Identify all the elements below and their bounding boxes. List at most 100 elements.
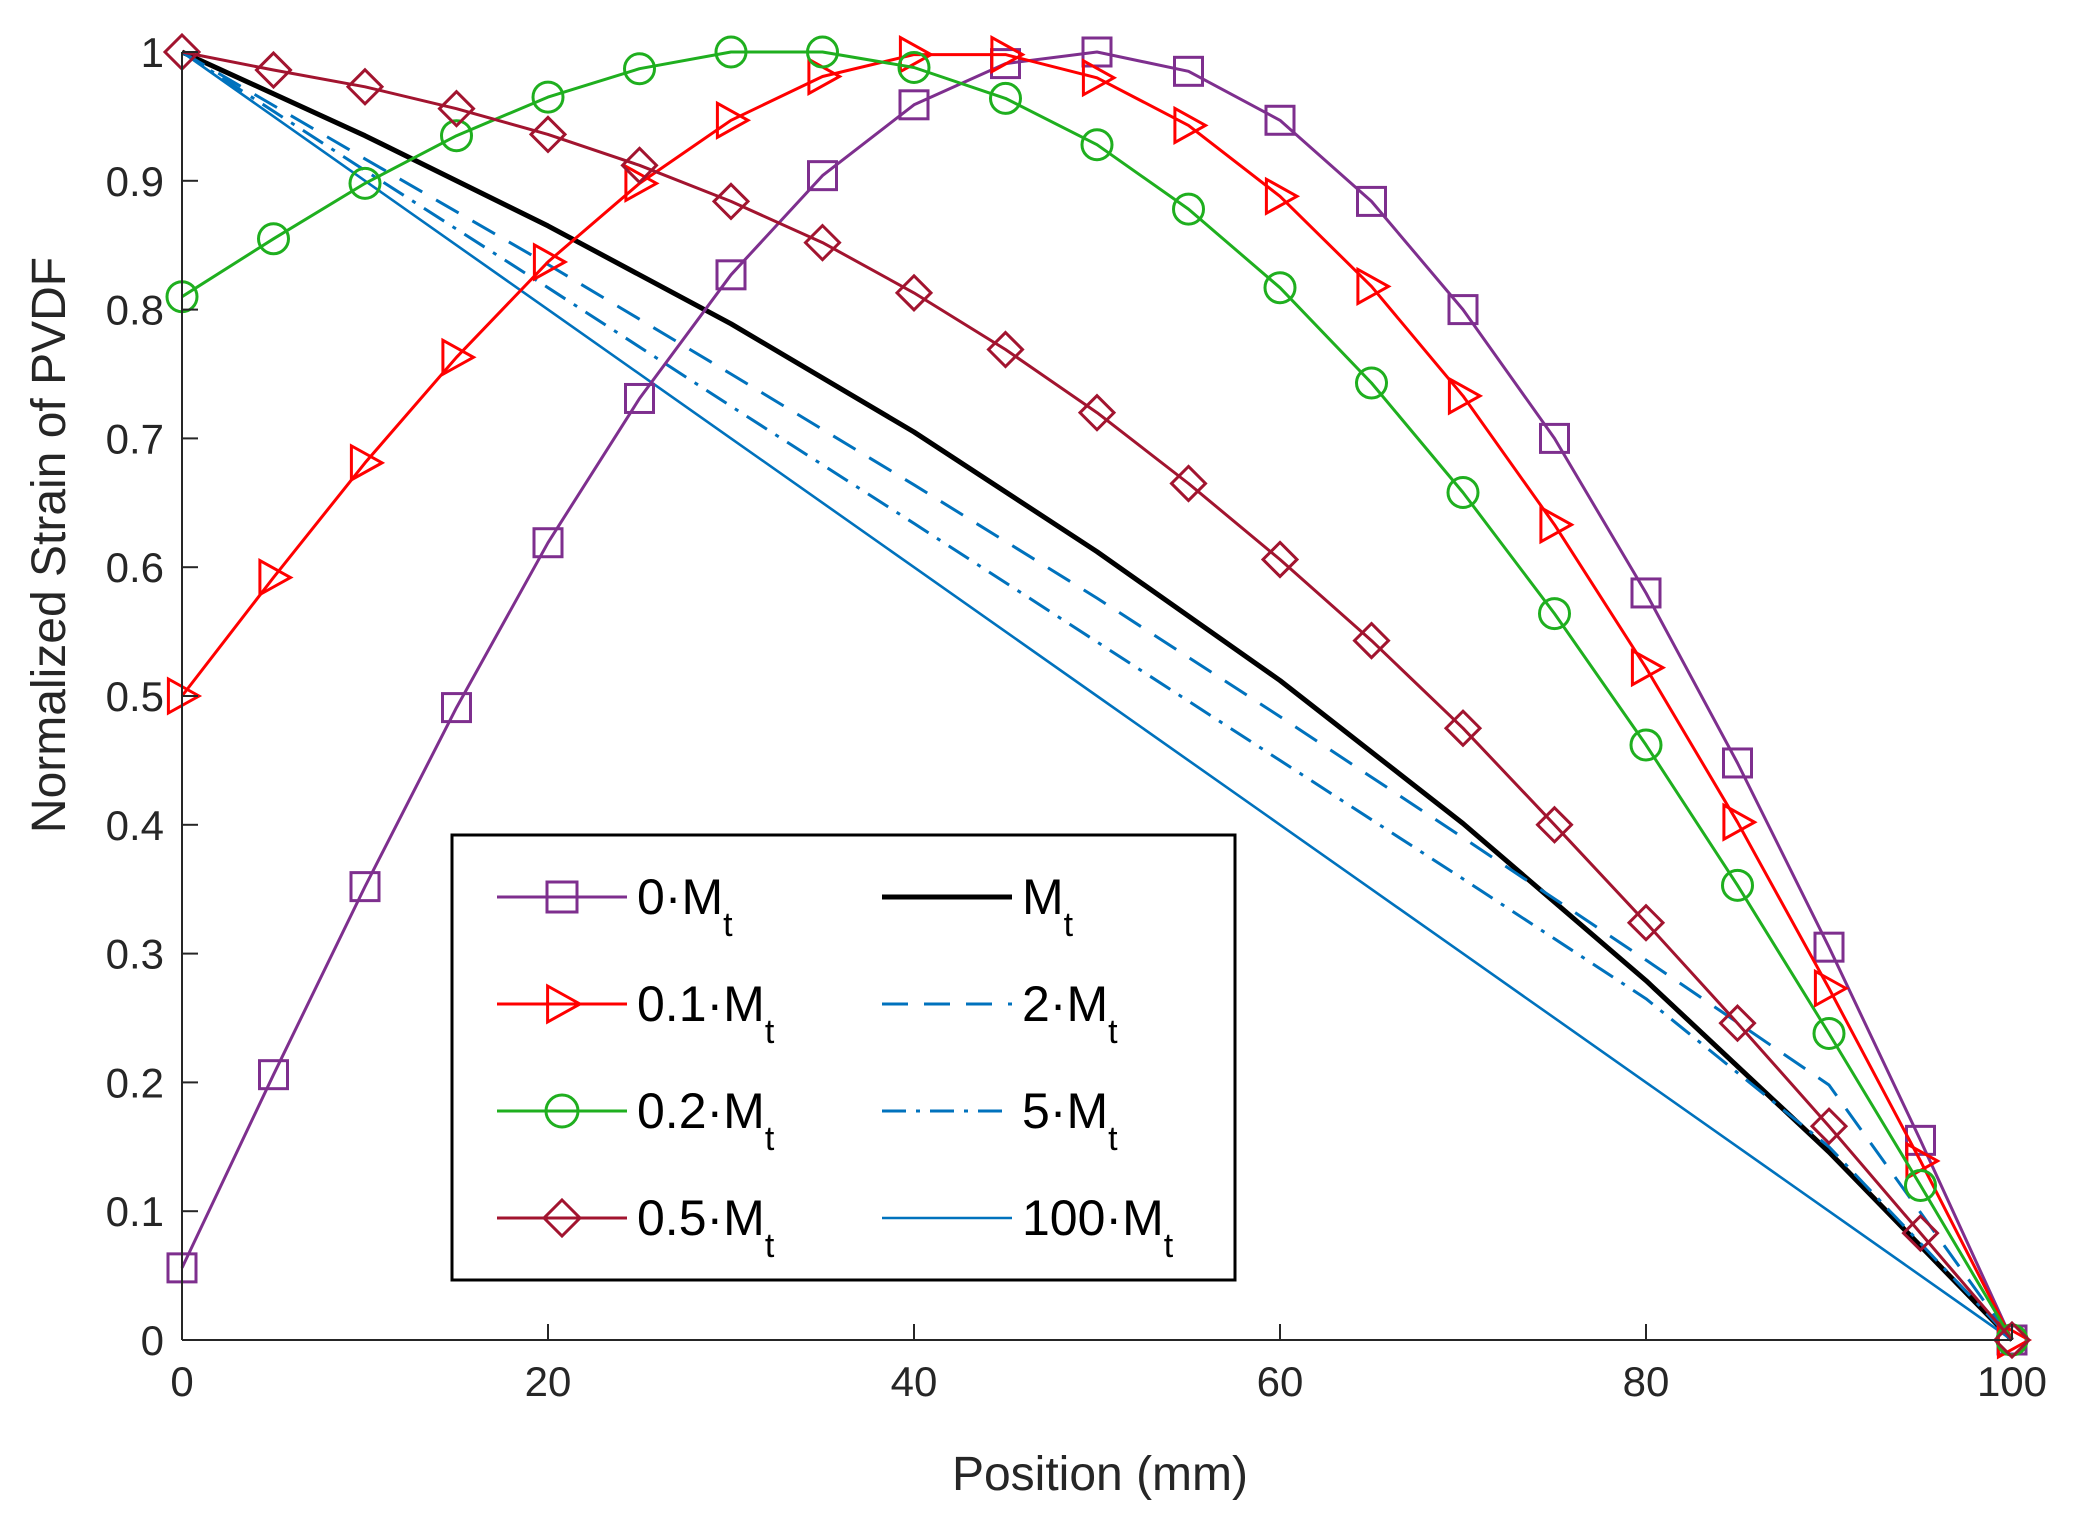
circle-marker [1538,597,1571,631]
triangle-marker [990,35,1026,75]
legend-label-subscript: t [1064,906,1074,944]
triangle-marker [166,676,203,716]
diamond-marker [1626,903,1666,942]
circle-marker [989,81,1022,115]
diamond-marker [1169,464,1208,503]
circle-marker [806,35,839,69]
triangle-marker [624,163,660,203]
x-tick-label: 0 [170,1358,193,1405]
square-marker [624,382,655,414]
square-marker [1630,577,1662,609]
diamond-marker [1901,1213,1940,1253]
series-line [180,53,2014,1341]
legend-label-subscript: t [1164,1227,1174,1265]
square-marker [1539,422,1570,454]
diamond-marker [894,273,934,312]
square-marker [1173,55,1204,87]
square-marker [1356,185,1387,217]
triangle-marker [1173,105,1209,145]
series-2-mt [181,50,2014,1341]
circle-marker [1080,128,1114,162]
circle-marker [1904,1168,1937,1202]
circle-marker [1812,1016,1846,1050]
triangle-marker [1539,505,1575,545]
square-marker [532,527,564,559]
series-line [180,50,2014,1341]
series-line [181,50,2014,1341]
x-tick-label: 20 [525,1358,572,1405]
diamond-marker [711,182,751,221]
series-0p1-mt [166,35,2033,1360]
diamond-marker [803,223,842,262]
circle-marker [440,119,473,153]
circle-marker [1172,192,1205,226]
circle-marker [1629,728,1663,762]
square-marker [1722,747,1753,779]
y-tick-label: 0.4 [106,802,164,849]
legend-label-subscript: t [1108,1120,1118,1158]
diamond-marker [1535,805,1574,844]
triangle-marker [532,242,569,282]
triangle-marker [1813,968,1850,1008]
series-100-mt [181,50,2013,1342]
y-tick-label: 0 [141,1317,164,1364]
circle-marker [531,80,565,114]
circle-marker [257,222,290,256]
y-tick-label: 0.5 [106,673,164,720]
square-marker [545,880,579,914]
circle-marker [714,35,748,69]
y-axis-label: Normalized Strain of PVDF [23,257,76,833]
circle-marker [623,52,656,86]
square-marker [441,692,472,724]
y-tick-label: 0.7 [106,415,164,462]
diamond-marker [620,146,659,185]
diamond-marker [437,89,476,128]
y-tick-label: 1 [141,29,164,76]
diamond-marker [1718,1004,1757,1043]
diamond-marker [1077,393,1117,432]
series-line [181,50,2014,1341]
square-marker [715,259,747,291]
square-marker [349,871,381,903]
series-line [181,50,2013,1342]
triangle-marker [349,443,386,483]
triangle-marker [546,983,584,1025]
series-layer [162,32,2033,1360]
circle-marker [1721,868,1754,902]
x-axis-label: Position (mm) [952,1448,1248,1501]
triangle-marker [1630,648,1667,688]
diamond-marker [345,67,385,106]
circle-marker [348,166,382,200]
diamond-marker [1992,1320,2032,1360]
diamond-marker [1809,1107,1849,1146]
legend-label-subscript: t [765,1227,775,1265]
square-marker [1905,1124,1936,1156]
square-marker [1081,36,1113,68]
square-marker [1264,104,1296,136]
square-marker [1447,294,1479,326]
triangle-marker [1356,266,1392,306]
x-tick-label: 100 [1977,1358,2047,1405]
x-tick-label: 80 [1623,1358,1670,1405]
axes-layer: 0 20 40 60 80 100 0 0.1 0.2 0.3 0.4 0.5 0.6 0.7 0.8 0.9… [106,29,2047,1405]
series-0-mt [166,36,2028,1356]
triangle-marker [1264,176,1301,216]
triangle-marker [258,557,294,598]
square-marker [898,89,930,121]
legend: 0·Mt Mt0.1·Mt 2·Mt0.2·Mt 5·Mt0.5·Mt 100·Mt [450,833,1237,1282]
y-tick-label: 0.2 [106,1059,164,1106]
y-tick-label: 0.6 [106,544,164,591]
diamond-marker [1260,540,1300,579]
legend-label-subscript: t [1108,1013,1118,1051]
series-mt [180,49,2014,1342]
triangle-marker [715,100,752,140]
y-tick-label: 0.9 [106,158,164,205]
diamond-marker [1443,709,1483,748]
circle-marker [1263,271,1297,305]
diamond-marker [254,50,293,90]
y-tick-label: 0.3 [106,931,164,978]
y-tick-label: 0.8 [106,287,164,334]
circle-marker [1355,366,1388,400]
